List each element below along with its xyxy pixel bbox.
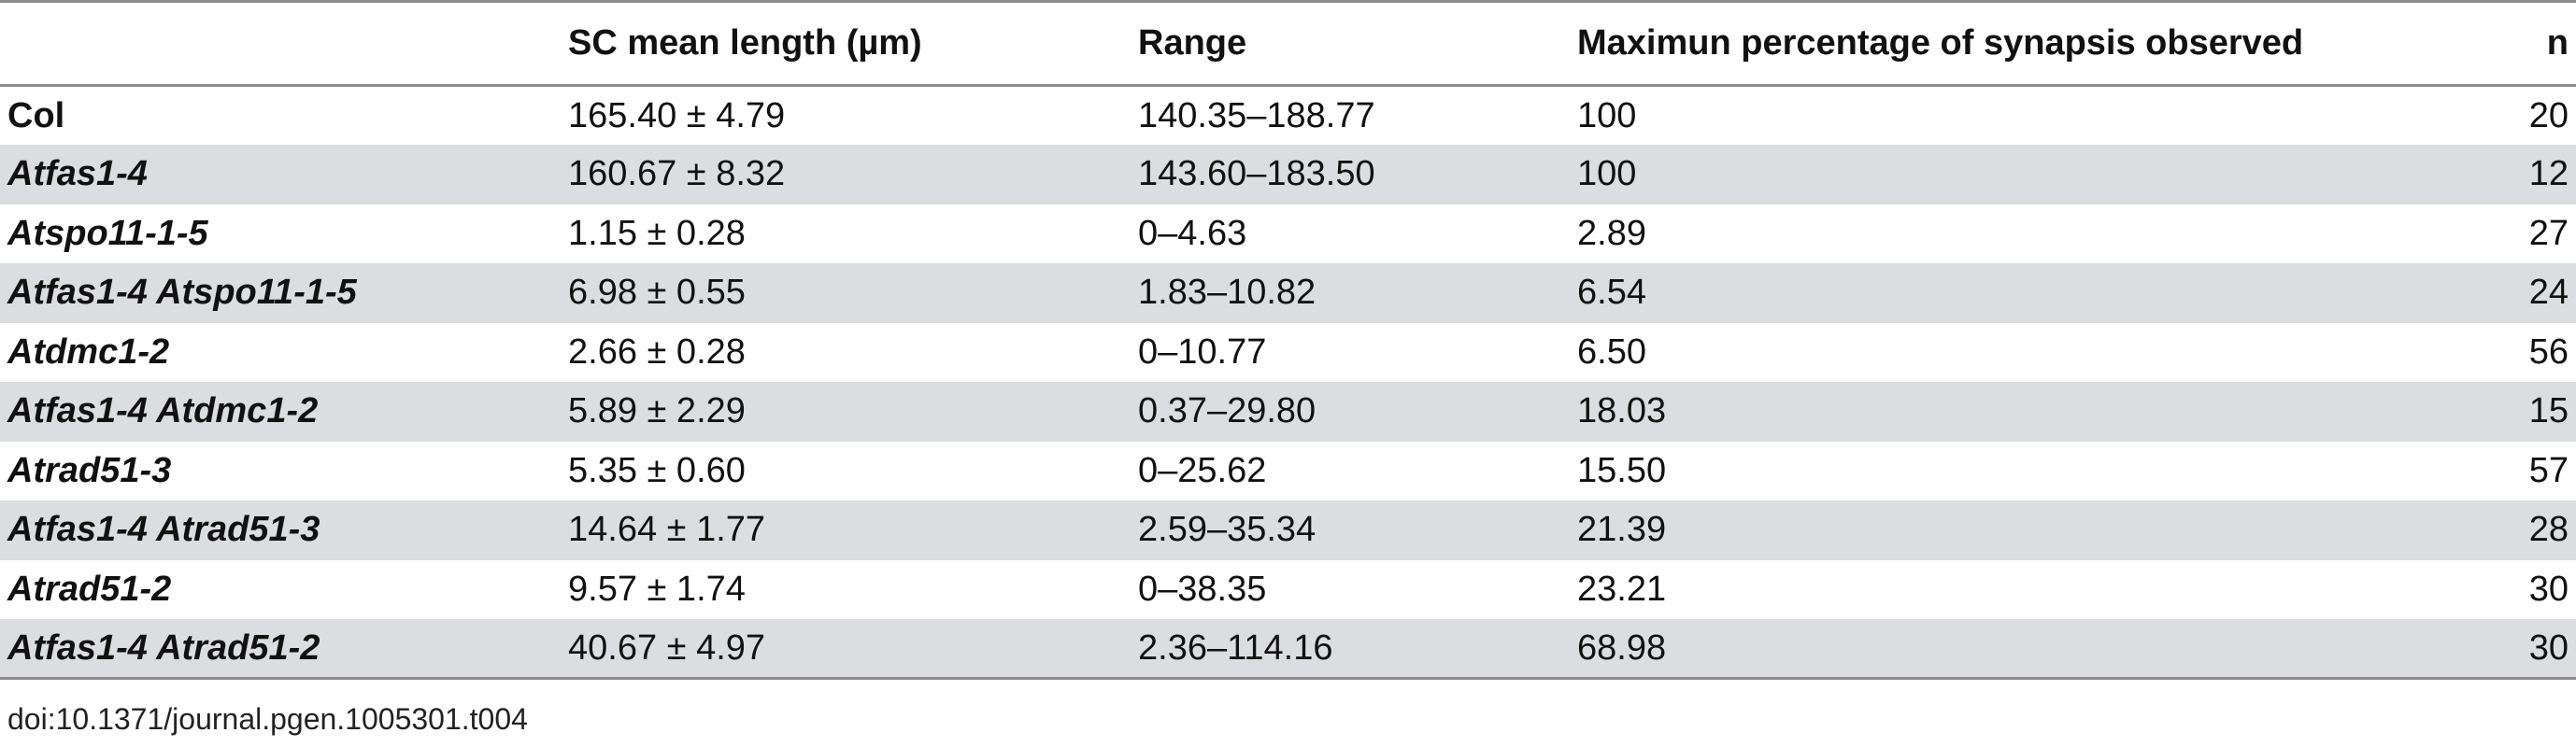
cell-n: 27: [2528, 213, 2569, 253]
cell-max-percentage: 100: [1577, 154, 1637, 194]
cell-range: 140.35–188.77: [1138, 95, 1375, 135]
table-row: Atfas1-4 Atrad51-3 14.64 ± 1.77 2.59–35.…: [0, 500, 2576, 560]
cell-genotype: Atfas1-4: [7, 154, 148, 194]
cell-sc-mean-length: 5.35 ± 0.60: [568, 450, 746, 490]
data-table-container: SC mean length (µm) Range Maximun percen…: [0, 0, 2576, 680]
cell-genotype: Atfas1-4 Atrad51-2: [0, 619, 561, 680]
table-row: Atfas1-4 Atspo11-1-5 6.98 ± 0.55 1.83–10…: [0, 263, 2576, 323]
header-sc-mean-length: SC mean length (µm): [561, 0, 1131, 87]
cell-max-percentage: 2.89: [1577, 213, 1646, 253]
cell-genotype: Atfas1-4 Atrad51-3: [7, 510, 320, 550]
cell-range: 2.36–114.16: [1131, 619, 1570, 680]
cell-n: 20: [2528, 95, 2569, 135]
header-row: SC mean length (µm) Range Maximun percen…: [0, 0, 2576, 87]
cell-n: 12: [2528, 154, 2569, 194]
cell-range: 143.60–183.50: [1138, 154, 1375, 194]
header-range: Range: [1131, 0, 1570, 87]
cell-n: 28: [2528, 510, 2569, 550]
cell-max-percentage: 15.50: [1577, 450, 1667, 490]
cell-range: 0–10.77: [1138, 331, 1267, 372]
cell-max-percentage: 100: [1577, 95, 1637, 135]
cell-sc-mean-length: 2.66 ± 0.28: [568, 331, 746, 372]
cell-max-percentage: 6.50: [1577, 331, 1646, 372]
cell-n: 15: [2528, 391, 2569, 431]
cell-n: 30: [2504, 619, 2576, 680]
table-row: Atrad51-2 9.57 ± 1.74 0–38.35 23.21 30: [0, 559, 2576, 619]
cell-range: 0–38.35: [1138, 569, 1267, 609]
table-row: Atfas1-4 Atdmc1-2 5.89 ± 2.29 0.37–29.80…: [0, 382, 2576, 442]
cell-genotype: Col: [7, 95, 65, 135]
cell-sc-mean-length: 9.57 ± 1.74: [568, 569, 746, 609]
cell-genotype: Atfas1-4 Atspo11-1-5: [7, 273, 357, 313]
table-body: Col 165.40 ± 4.79 140.35–188.77 100 20 A…: [0, 85, 2576, 680]
cell-genotype: Atrad51-2: [7, 569, 172, 609]
doi-footnote: doi:10.1371/journal.pgen.1005301.t004: [7, 702, 528, 736]
header-genotype: [0, 0, 561, 87]
cell-max-percentage: 6.54: [1577, 273, 1646, 313]
cell-genotype: Atfas1-4 Atdmc1-2: [7, 391, 319, 431]
cell-range: 1.83–10.82: [1138, 273, 1316, 313]
cell-sc-mean-length: 165.40 ± 4.79: [568, 95, 786, 135]
table-row: Col 165.40 ± 4.79 140.35–188.77 100 20: [0, 85, 2576, 145]
cell-sc-mean-length: 5.89 ± 2.29: [568, 391, 746, 431]
synapsis-table: SC mean length (µm) Range Maximun percen…: [0, 0, 2576, 680]
cell-sc-mean-length: 1.15 ± 0.28: [568, 213, 746, 253]
cell-range: 0–4.63: [1138, 213, 1247, 253]
cell-max-percentage: 68.98: [1570, 619, 2504, 680]
cell-sc-mean-length: 160.67 ± 8.32: [568, 154, 786, 194]
cell-n: 56: [2528, 331, 2569, 372]
cell-genotype: Atrad51-3: [7, 450, 172, 490]
table-row: Atspo11-1-5 1.15 ± 0.28 0–4.63 2.89 27: [0, 204, 2576, 263]
cell-sc-mean-length: 40.67 ± 4.97: [561, 619, 1131, 680]
cell-n: 24: [2528, 273, 2569, 313]
table-row: Atrad51-3 5.35 ± 0.60 0–25.62 15.50 57: [0, 441, 2576, 500]
cell-range: 2.59–35.34: [1138, 510, 1316, 550]
table-header: SC mean length (µm) Range Maximun percen…: [0, 0, 2576, 87]
cell-max-percentage: 21.39: [1577, 510, 1667, 550]
cell-range: 0.37–29.80: [1138, 391, 1316, 431]
table-row: Atfas1-4 Atrad51-2 40.67 ± 4.97 2.36–114…: [0, 619, 2576, 680]
cell-range: 0–25.62: [1138, 450, 1267, 490]
cell-sc-mean-length: 6.98 ± 0.55: [568, 273, 746, 313]
cell-n: 30: [2528, 569, 2569, 609]
header-n: n: [2504, 0, 2576, 87]
cell-sc-mean-length: 14.64 ± 1.77: [568, 510, 766, 550]
cell-max-percentage: 23.21: [1577, 569, 1667, 609]
cell-genotype: Atspo11-1-5: [7, 213, 208, 253]
cell-max-percentage: 18.03: [1577, 391, 1667, 431]
cell-n: 57: [2528, 450, 2569, 490]
cell-genotype: Atdmc1-2: [7, 331, 170, 372]
table-row: Atdmc1-2 2.66 ± 0.28 0–10.77 6.50 56: [0, 322, 2576, 382]
table-row: Atfas1-4 160.67 ± 8.32 143.60–183.50 100…: [0, 145, 2576, 204]
header-max-percentage: Maximun percentage of synapsis observed: [1570, 0, 2504, 87]
